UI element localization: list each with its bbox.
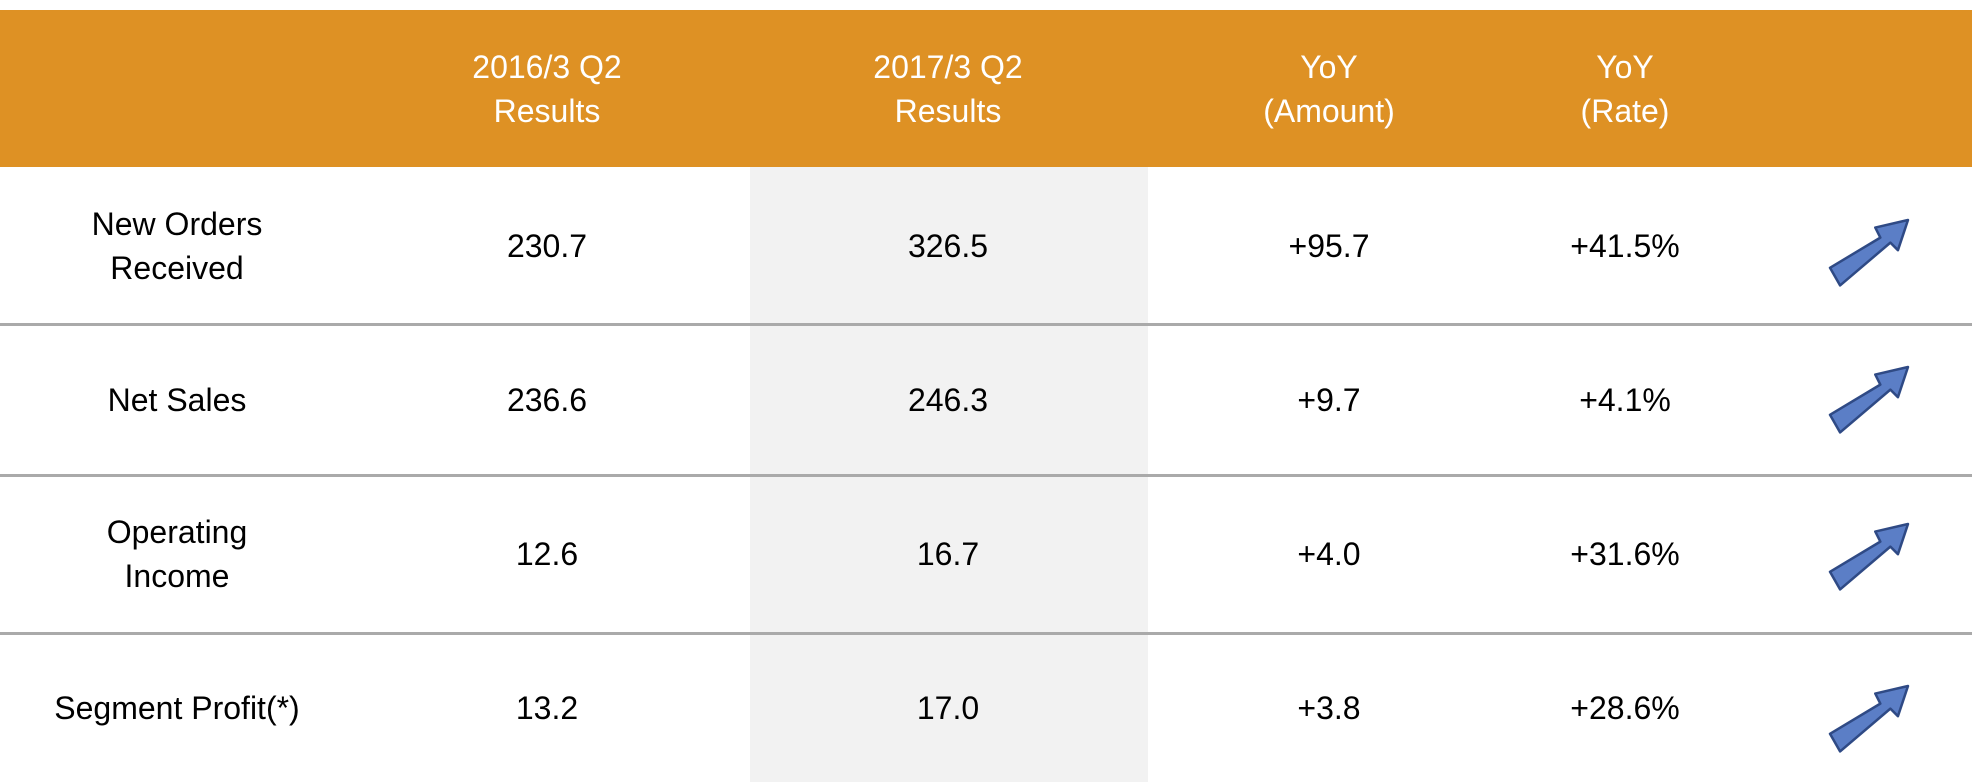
up-arrow xyxy=(1828,365,1910,434)
text-line: (Amount) xyxy=(1263,92,1395,129)
cell: 17.0 xyxy=(916,689,980,726)
column-header: 2016/3 Q2 Results xyxy=(367,10,727,167)
text-line: YoY xyxy=(1596,48,1654,85)
text-line: Operating xyxy=(106,514,248,550)
cell: 16.7 xyxy=(916,536,980,572)
text-line: Received xyxy=(110,249,244,286)
text-line: 2017/3 Q2 xyxy=(873,48,1023,85)
cell: +9.7 xyxy=(1297,381,1361,418)
text-line: Results xyxy=(493,92,601,129)
column-header: YoY (Amount) xyxy=(1149,10,1509,167)
cell: +31.6% xyxy=(1570,536,1680,572)
column-header: 2017/3 Q2 Results xyxy=(768,10,1128,167)
text-line: Results xyxy=(894,92,1002,129)
cell: +4.0 xyxy=(1297,536,1361,572)
text-line: (Rate) xyxy=(1580,92,1670,129)
cell: +4.1% xyxy=(1579,381,1671,418)
up-arrow xyxy=(1828,522,1910,591)
column-header: YoY (Rate) xyxy=(1445,10,1805,167)
cell: 230.7 xyxy=(506,227,588,264)
text-line: Segment Profit(*) xyxy=(54,689,300,726)
cell: 13.2 xyxy=(515,689,579,726)
row-label: Segment Profit(*) xyxy=(7,633,347,782)
cell: +95.7 xyxy=(1288,227,1370,264)
text-line: Net Sales xyxy=(107,381,247,418)
cell: 236.6 xyxy=(506,381,588,418)
cell: 12.6 xyxy=(515,536,579,572)
row-separator xyxy=(0,474,1972,477)
cell: +28.6% xyxy=(1570,689,1680,726)
cell: +41.5% xyxy=(1570,227,1680,264)
row-separator xyxy=(0,632,1972,635)
text-line: YoY xyxy=(1300,48,1358,85)
up-arrow xyxy=(1828,684,1910,753)
text-line: Income xyxy=(124,558,230,594)
text-line: New Orders xyxy=(91,205,263,242)
row-label: New Orders Received xyxy=(7,167,347,324)
cell: 326.5 xyxy=(907,227,989,264)
row-label: Operating Income xyxy=(7,475,347,633)
cell: 246.3 xyxy=(907,381,989,418)
cell: +3.8 xyxy=(1297,689,1361,726)
row-separator xyxy=(0,323,1972,326)
text-line: 2016/3 Q2 xyxy=(472,48,622,85)
up-arrow xyxy=(1828,218,1910,287)
row-label: Net Sales xyxy=(7,324,347,475)
header-band xyxy=(0,10,1972,167)
